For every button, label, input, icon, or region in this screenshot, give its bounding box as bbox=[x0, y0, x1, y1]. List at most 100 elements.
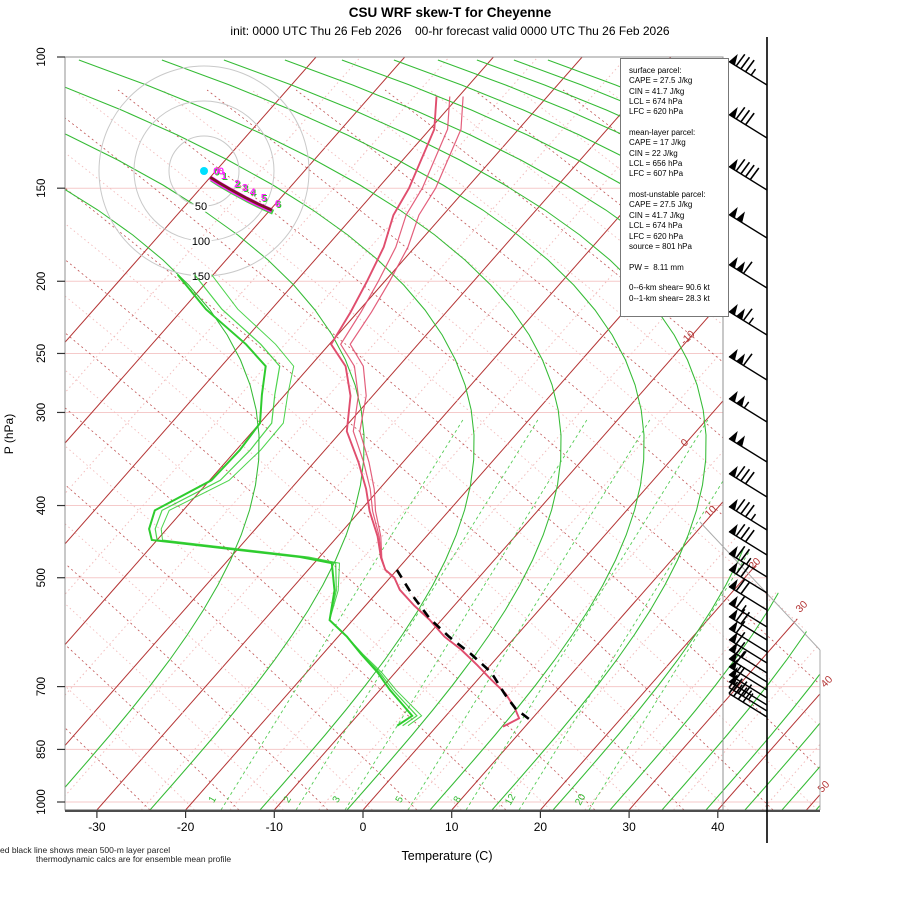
svg-text:30: 30 bbox=[794, 598, 811, 615]
y-tick-label: 850 bbox=[36, 740, 48, 759]
info-box-line: 0--6-km shear= 90.6 kt bbox=[629, 283, 710, 293]
hodograph-km-label: 5 bbox=[261, 192, 267, 204]
page-title: CSU WRF skew-T for Cheyenne bbox=[348, 5, 552, 20]
info-box-line bbox=[629, 180, 728, 190]
info-box-line bbox=[629, 252, 728, 262]
y-tick-label: 150 bbox=[36, 179, 48, 198]
x-axis-label: Temperature (C) bbox=[401, 849, 493, 863]
y-tick-label: 500 bbox=[36, 568, 48, 587]
info-box-line: CIN = 41.7 J/kg bbox=[629, 86, 685, 96]
wind-barb bbox=[728, 545, 768, 578]
info-box-line: LCL = 674 hPa bbox=[629, 97, 683, 107]
svg-text:20: 20 bbox=[573, 792, 588, 808]
y-tick-label: 400 bbox=[36, 496, 48, 515]
info-box-line: source = 801 hPa bbox=[629, 241, 692, 251]
footer-note-thermo: thermodynamic calcs are for ensemble mea… bbox=[36, 854, 232, 864]
wind-barb bbox=[728, 106, 768, 139]
info-box-line: CAPE = 27.5 J/kg bbox=[629, 200, 693, 210]
info-box-line bbox=[629, 118, 728, 128]
footer-note-parcel: ed black line shows mean 500-m layer par… bbox=[0, 845, 171, 855]
y-tick-label: 1000 bbox=[36, 789, 48, 815]
info-box-line: LFC = 607 hPa bbox=[629, 169, 684, 179]
svg-text:2: 2 bbox=[235, 179, 241, 191]
info-box-line: CAPE = 27.5 J/kg bbox=[629, 76, 693, 86]
svg-text:2: 2 bbox=[282, 794, 295, 805]
wind-barb bbox=[728, 158, 768, 191]
info-box-line: 0--1-km shear= 28.3 kt bbox=[629, 293, 710, 303]
x-tick-label: -20 bbox=[177, 820, 195, 834]
info-box-line: CIN = 22 J/kg bbox=[629, 148, 678, 158]
hodograph-surface-dot bbox=[200, 167, 208, 175]
y-tick-label: 700 bbox=[36, 677, 48, 696]
svg-text:0: 0 bbox=[218, 165, 224, 177]
axis-ticks: -30 -20 -10 0 10 20 30 401001502002503004005007… bbox=[2, 47, 725, 834]
svg-text:40: 40 bbox=[819, 673, 836, 690]
y-tick-label: 200 bbox=[36, 272, 48, 291]
svg-text:8: 8 bbox=[452, 794, 465, 805]
wind-barb bbox=[728, 561, 768, 594]
plot-frame bbox=[64, 56, 821, 812]
temperature-trace bbox=[349, 96, 520, 728]
wind-barb bbox=[728, 53, 768, 86]
svg-text:5: 5 bbox=[394, 794, 407, 805]
wind-barb bbox=[728, 303, 768, 336]
wind-barb bbox=[728, 498, 768, 531]
info-box-line: PW = 8.11 mm bbox=[629, 262, 684, 272]
hodograph-km-label: 1 bbox=[221, 170, 227, 182]
info-box-line: LFC = 620 hPa bbox=[629, 231, 684, 241]
parcel-trace bbox=[395, 569, 531, 721]
svg-text:1: 1 bbox=[222, 171, 228, 183]
wind-barb bbox=[728, 595, 768, 628]
profiles bbox=[148, 96, 531, 728]
init-valid-subtitle: init: 0000 UTC Thu 26 Feb 2026 00-hr for… bbox=[230, 24, 670, 38]
info-box-line: mean-layer parcel: bbox=[629, 128, 696, 138]
svg-text:12: 12 bbox=[503, 792, 518, 808]
svg-text:6: 6 bbox=[276, 199, 282, 211]
y-tick-label: 100 bbox=[36, 47, 48, 66]
x-tick-label: 10 bbox=[445, 820, 459, 834]
wind-barb bbox=[728, 206, 768, 239]
svg-text:5: 5 bbox=[262, 193, 268, 205]
wind-barb bbox=[728, 390, 768, 423]
hodograph-km-label: 3 bbox=[242, 182, 248, 194]
svg-text:3: 3 bbox=[243, 183, 249, 195]
wind-barb bbox=[728, 465, 768, 498]
info-box-line: CAPE = 17 J/kg bbox=[629, 138, 686, 148]
info-box-line: LCL = 674 hPa bbox=[629, 221, 683, 231]
svg-text:0: 0 bbox=[214, 166, 220, 178]
svg-text:1: 1 bbox=[207, 794, 220, 805]
wind-barb bbox=[728, 675, 768, 712]
y-tick-label: 250 bbox=[36, 344, 48, 363]
info-box-line: LFC = 620 hPa bbox=[629, 107, 684, 117]
wind-barb bbox=[728, 681, 768, 718]
hodograph-ring-label: 150 bbox=[192, 271, 210, 283]
hodograph-km-label: 0 bbox=[213, 165, 219, 177]
svg-text:-10: -10 bbox=[678, 328, 697, 347]
parcel-info-box: surface parcel: CAPE = 27.5 J/kg CIN = 41.… bbox=[620, 58, 729, 317]
y-axis-label: P (hPa) bbox=[2, 414, 16, 454]
x-tick-label: -10 bbox=[266, 820, 284, 834]
wind-barb bbox=[728, 348, 768, 381]
info-box-line bbox=[629, 273, 728, 283]
info-box-line: most-unstable parcel: bbox=[629, 190, 706, 200]
wind-barb bbox=[728, 608, 768, 641]
svg-text:50: 50 bbox=[816, 778, 833, 795]
wind-barb bbox=[728, 620, 768, 653]
wind-barb bbox=[728, 631, 768, 664]
info-box-line: CIN = 41.7 J/kg bbox=[629, 210, 685, 220]
x-tick-label: 40 bbox=[711, 820, 725, 834]
hodograph-ring-label: 100 bbox=[192, 236, 210, 248]
info-box-line: surface parcel: bbox=[629, 66, 682, 75]
wind-barb bbox=[728, 256, 768, 289]
wind-barb bbox=[728, 430, 768, 463]
wind-barb bbox=[728, 523, 768, 556]
svg-text:3: 3 bbox=[331, 794, 344, 805]
hodograph-ring-label: 50 bbox=[195, 201, 207, 213]
x-tick-label: 30 bbox=[622, 820, 636, 834]
hodograph-km-label: 4 bbox=[250, 186, 256, 198]
wind-barb bbox=[728, 578, 768, 611]
